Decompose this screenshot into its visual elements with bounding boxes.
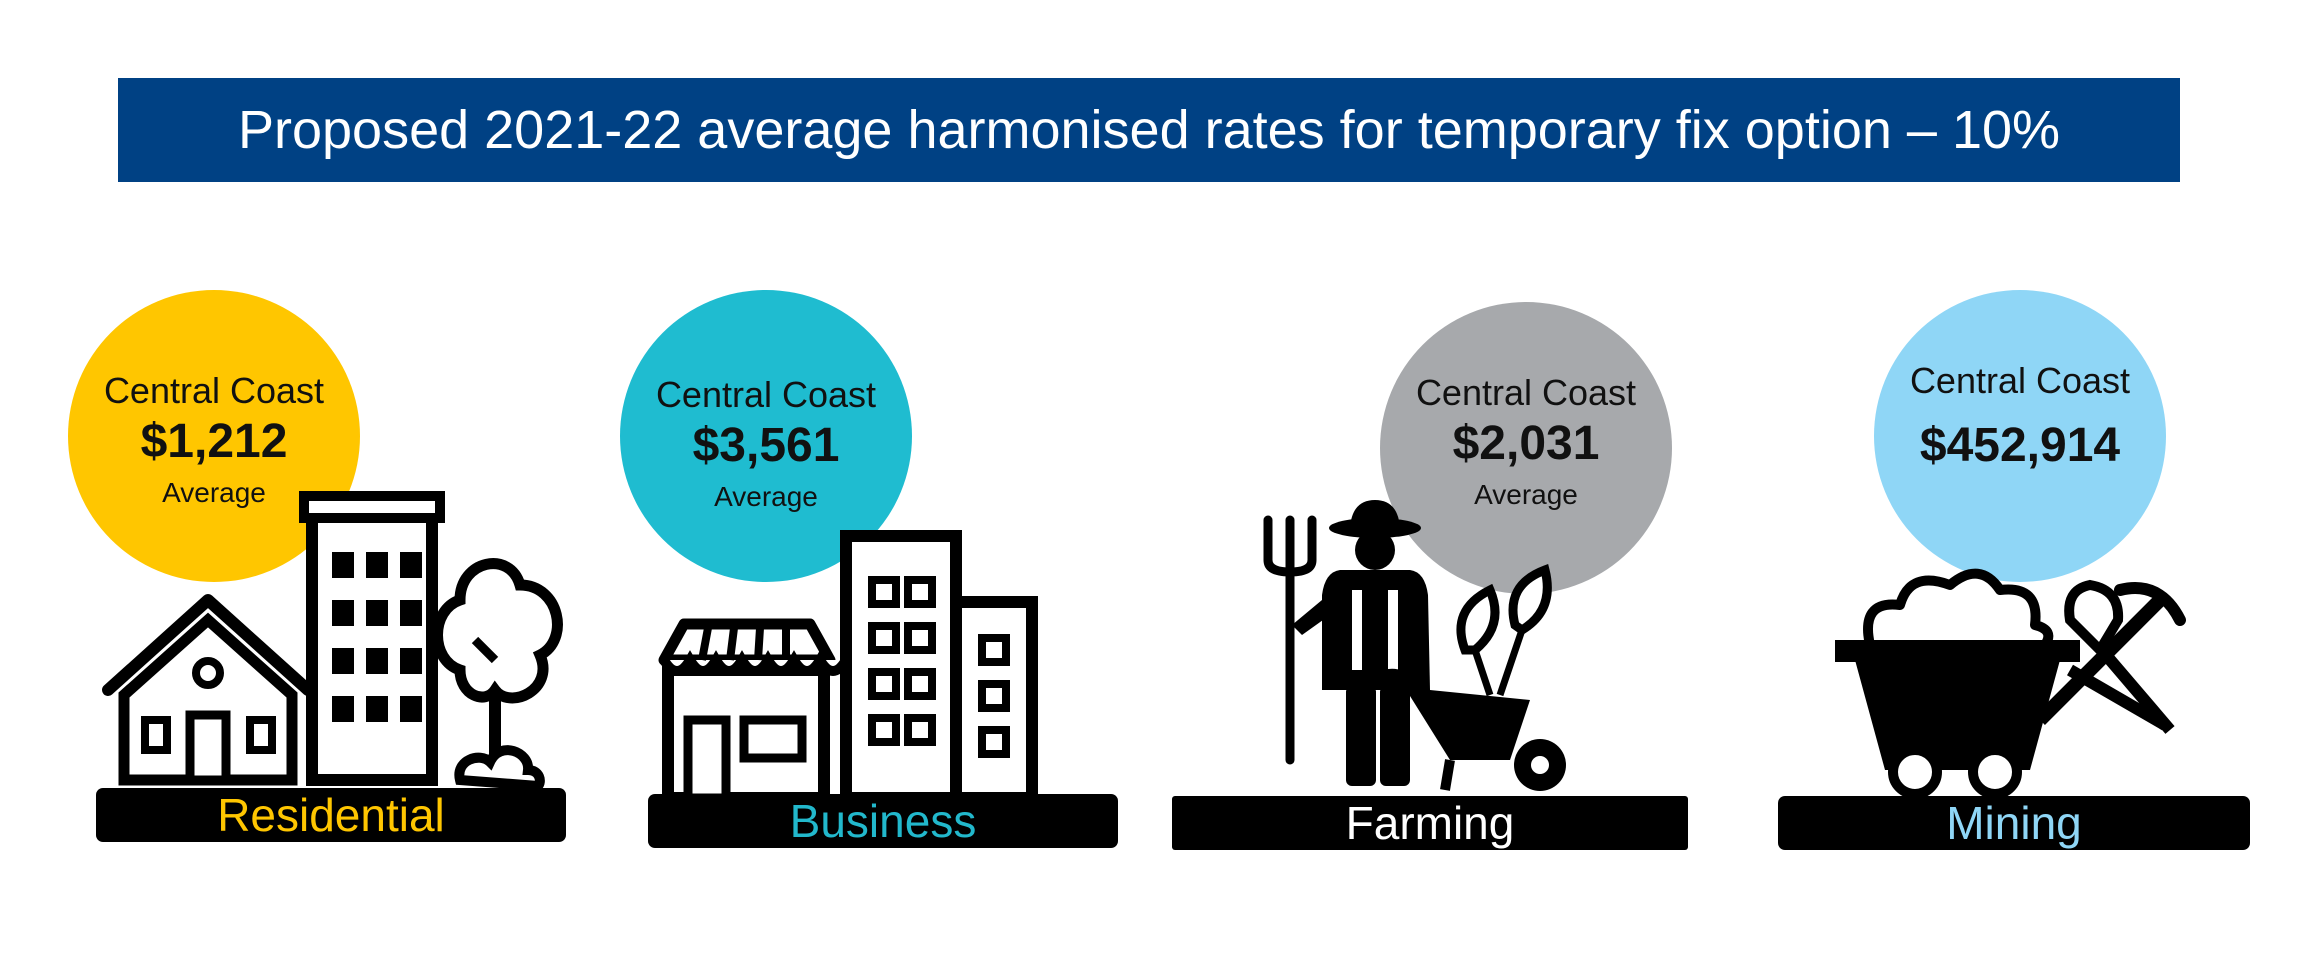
- title-banner: Proposed 2021-22 average harmonised rate…: [118, 78, 2180, 182]
- mining-location: Central Coast: [1909, 360, 2131, 401]
- farming-value: $2,031: [1452, 417, 1600, 470]
- residential-value: $1,212: [140, 415, 288, 468]
- business-value: $3,561: [692, 419, 840, 472]
- residential-location: Central Coast: [103, 370, 325, 411]
- farming-location: Central Coast: [1415, 372, 1637, 413]
- mining-label: Mining: [1946, 797, 2082, 849]
- business-note: Average: [714, 481, 818, 512]
- shop-and-buildings-icon: [658, 530, 1038, 804]
- residential-label-bar: Residential: [96, 788, 566, 842]
- farming-label-bar: Farming: [1172, 796, 1688, 850]
- mining-label-bar: Mining: [1778, 796, 2250, 850]
- mining-value: $452,914: [1919, 419, 2121, 472]
- business-label-bar: Business: [648, 794, 1118, 848]
- farming-circle: Central Coast $2,031 Average: [1380, 302, 1672, 594]
- farming-label: Farming: [1345, 797, 1515, 849]
- farmer-with-wheelbarrow-icon: [1263, 500, 1566, 791]
- business-label: Business: [789, 795, 977, 847]
- residential-note: Average: [162, 477, 266, 508]
- houses-and-tree-icon: [102, 491, 563, 792]
- residential-circle: Central Coast $1,212 Average: [68, 290, 360, 582]
- residential-label: Residential: [217, 789, 445, 841]
- page-title: Proposed 2021-22 average harmonised rate…: [237, 100, 2061, 160]
- farming-note: Average: [1474, 479, 1578, 510]
- business-location: Central Coast: [655, 374, 877, 415]
- mining-circle: Central Coast $452,914: [1874, 290, 2166, 582]
- mine-cart-pickaxe-icon: [1835, 568, 2186, 799]
